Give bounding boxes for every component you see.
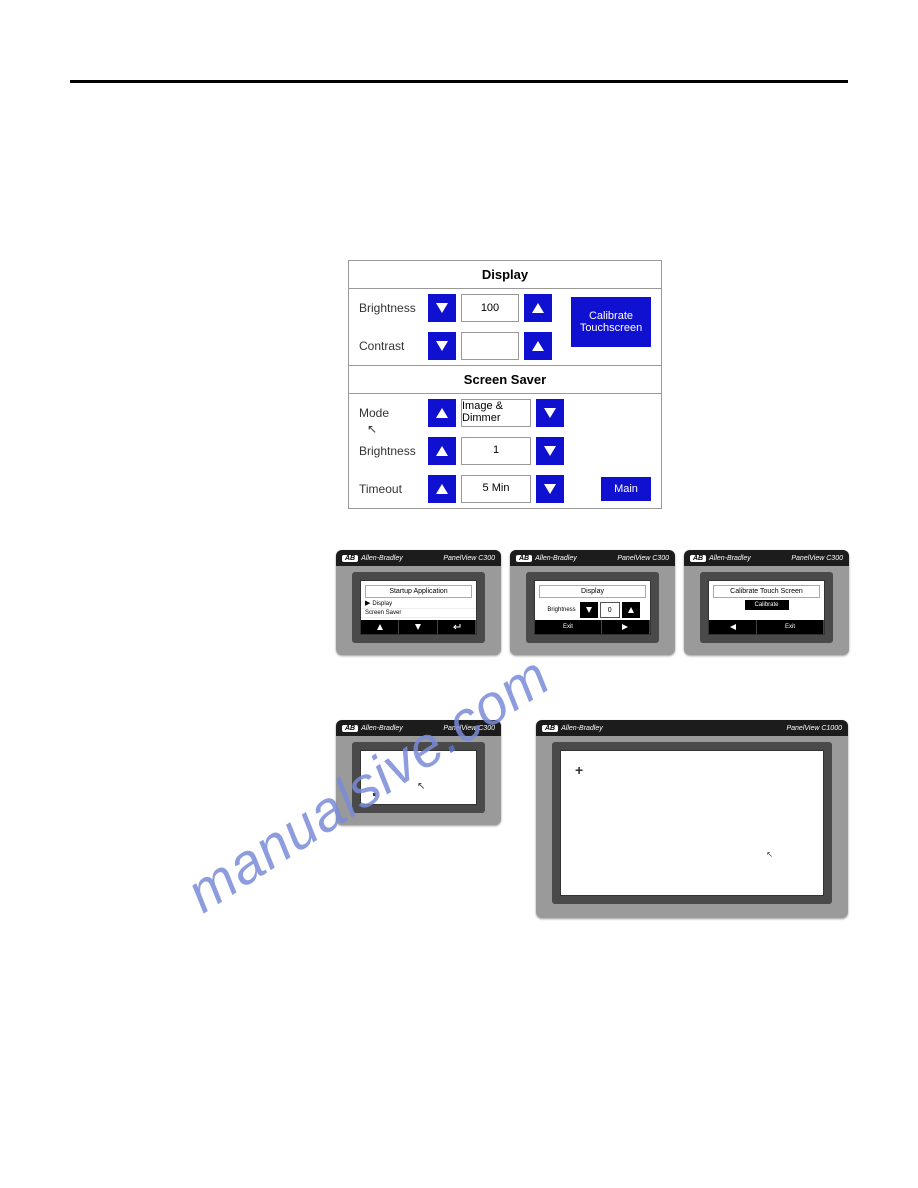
mode-next[interactable] [536, 399, 564, 427]
device-model: PanelView C300 [617, 555, 669, 562]
d2-up[interactable] [622, 602, 640, 618]
nav-left[interactable] [709, 620, 757, 634]
screen[interactable]: Startup Application ▶Display Screen Save… [360, 580, 477, 635]
nav-up[interactable] [361, 620, 399, 634]
device-c1000: AB Allen-Bradley PanelView C1000 + ↖ [536, 720, 848, 918]
screen[interactable]: ↖ [360, 750, 477, 805]
brand-logo: AB [342, 725, 358, 732]
startup-header: Startup Application [365, 585, 472, 598]
nav-enter[interactable] [438, 620, 476, 634]
exit-button[interactable]: Exit [535, 620, 602, 634]
device-model: PanelView C1000 [786, 725, 842, 732]
mode-prev[interactable] [428, 399, 456, 427]
cal-header: Calibrate Touch Screen [713, 585, 820, 598]
screensaver-title: Screen Saver [349, 366, 661, 394]
display-header: Display [539, 585, 646, 598]
list-item[interactable]: Screen Saver [361, 609, 476, 618]
ss-brightness-down[interactable] [536, 437, 564, 465]
contrast-value [461, 332, 519, 360]
exit-button[interactable]: Exit [757, 620, 824, 634]
contrast-label: Contrast [359, 339, 423, 353]
brand-logo: AB [516, 555, 532, 562]
brightness-value: 100 [461, 294, 519, 322]
brand-logo: AB [342, 555, 358, 562]
device-model: PanelView C300 [443, 555, 495, 562]
list-item[interactable]: ▶Display [361, 598, 476, 609]
device-c300-display: AB Allen-Bradley PanelView C300 Display … [510, 550, 675, 655]
brand-name: Allen-Bradley [361, 725, 403, 732]
brand-name: Allen-Bradley [361, 555, 403, 562]
display-title: Display [349, 261, 661, 289]
ss-brightness-value: 1 [461, 437, 531, 465]
d2-down[interactable] [580, 602, 598, 618]
calibration-cross-icon: + [575, 767, 583, 774]
calibration-point [373, 793, 376, 796]
timeout-up[interactable] [428, 475, 456, 503]
brightness-down[interactable] [428, 294, 456, 322]
rule [70, 80, 848, 83]
display-screensaver-panel: Display Brightness 100 Contrast Calibrat… [348, 260, 662, 509]
brand-logo: AB [690, 555, 706, 562]
timeout-down[interactable] [536, 475, 564, 503]
mode-label: Mode [359, 406, 389, 420]
cursor-icon: ↖ [367, 422, 377, 436]
d2-bright-value: 0 [600, 602, 620, 618]
screen[interactable]: + ↖ [560, 750, 824, 896]
screen[interactable]: Display Brightness 0 Exit [534, 580, 651, 635]
device-c300-startup: AB Allen-Bradley PanelView C300 Startup … [336, 550, 501, 655]
contrast-down[interactable] [428, 332, 456, 360]
timeout-value: 5 Min [461, 475, 531, 503]
brightness-label: Brightness [359, 301, 423, 315]
ss-brightness-up[interactable] [428, 437, 456, 465]
ss-brightness-label: Brightness [359, 444, 423, 458]
cursor-icon: ↖ [417, 781, 425, 792]
brand-logo: AB [542, 725, 558, 732]
screen[interactable]: Calibrate Touch Screen Calibrate Exit [708, 580, 825, 635]
device-c300-calibrate: AB Allen-Bradley PanelView C300 Calibrat… [684, 550, 849, 655]
nav-down[interactable] [399, 620, 437, 634]
timeout-label: Timeout [359, 482, 423, 496]
brightness-up[interactable] [524, 294, 552, 322]
device-model: PanelView C300 [791, 555, 843, 562]
brand-name: Allen-Bradley [561, 725, 603, 732]
device-c300-blank: AB Allen-Bradley PanelView C300 ↖ [336, 720, 501, 825]
nav-right[interactable] [602, 620, 650, 634]
contrast-up[interactable] [524, 332, 552, 360]
cursor-icon: ↖ [766, 850, 773, 859]
calibrate-button[interactable]: Calibrate [745, 600, 789, 610]
mode-value: Image & Dimmer [461, 399, 531, 427]
calibrate-touchscreen-button[interactable]: Calibrate Touchscreen [571, 297, 651, 347]
brand-name: Allen-Bradley [709, 555, 751, 562]
d2-bright-label: Brightness [545, 607, 577, 613]
brand-name: Allen-Bradley [535, 555, 577, 562]
device-model: PanelView C300 [443, 725, 495, 732]
main-button[interactable]: Main [601, 477, 651, 501]
